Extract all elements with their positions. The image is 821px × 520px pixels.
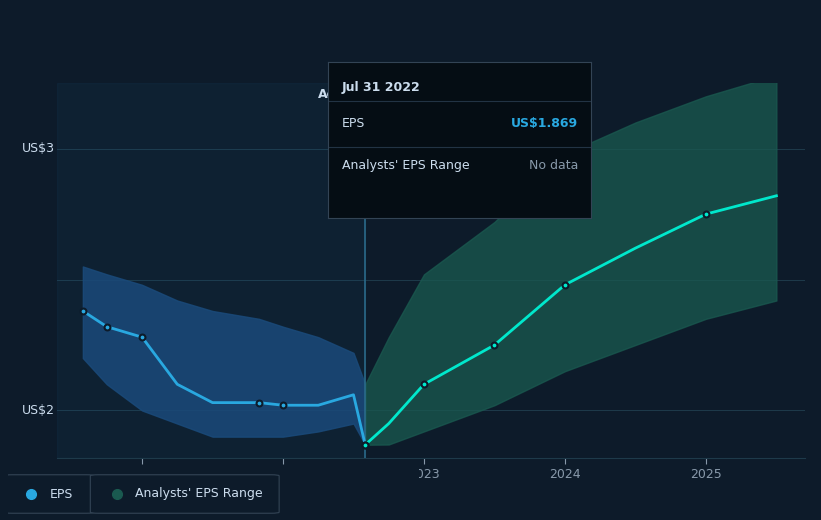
- Text: Actual: Actual: [318, 88, 362, 101]
- Text: US$2: US$2: [21, 404, 55, 417]
- Point: [277, 401, 290, 409]
- Text: Analysts' EPS Range: Analysts' EPS Range: [135, 488, 263, 500]
- Text: Analysts Forecasts: Analysts Forecasts: [368, 88, 484, 101]
- Point: [100, 322, 113, 331]
- Point: [253, 398, 266, 407]
- Text: Analysts' EPS Range: Analysts' EPS Range: [342, 159, 469, 172]
- Point: [135, 333, 149, 341]
- Point: [359, 440, 372, 449]
- Text: Jul 31 2022: Jul 31 2022: [342, 81, 420, 94]
- Point: [417, 380, 430, 388]
- Text: EPS: EPS: [342, 117, 365, 130]
- Bar: [57, 83, 365, 458]
- Point: [699, 210, 713, 218]
- Text: US$3: US$3: [21, 142, 55, 155]
- Text: EPS: EPS: [49, 488, 72, 500]
- Text: No data: No data: [529, 159, 578, 172]
- FancyBboxPatch shape: [4, 475, 94, 513]
- Point: [359, 440, 372, 449]
- Text: US$1.869: US$1.869: [511, 117, 578, 130]
- Point: [76, 307, 89, 315]
- Point: [488, 341, 501, 349]
- FancyBboxPatch shape: [90, 475, 279, 513]
- Point: [558, 281, 571, 289]
